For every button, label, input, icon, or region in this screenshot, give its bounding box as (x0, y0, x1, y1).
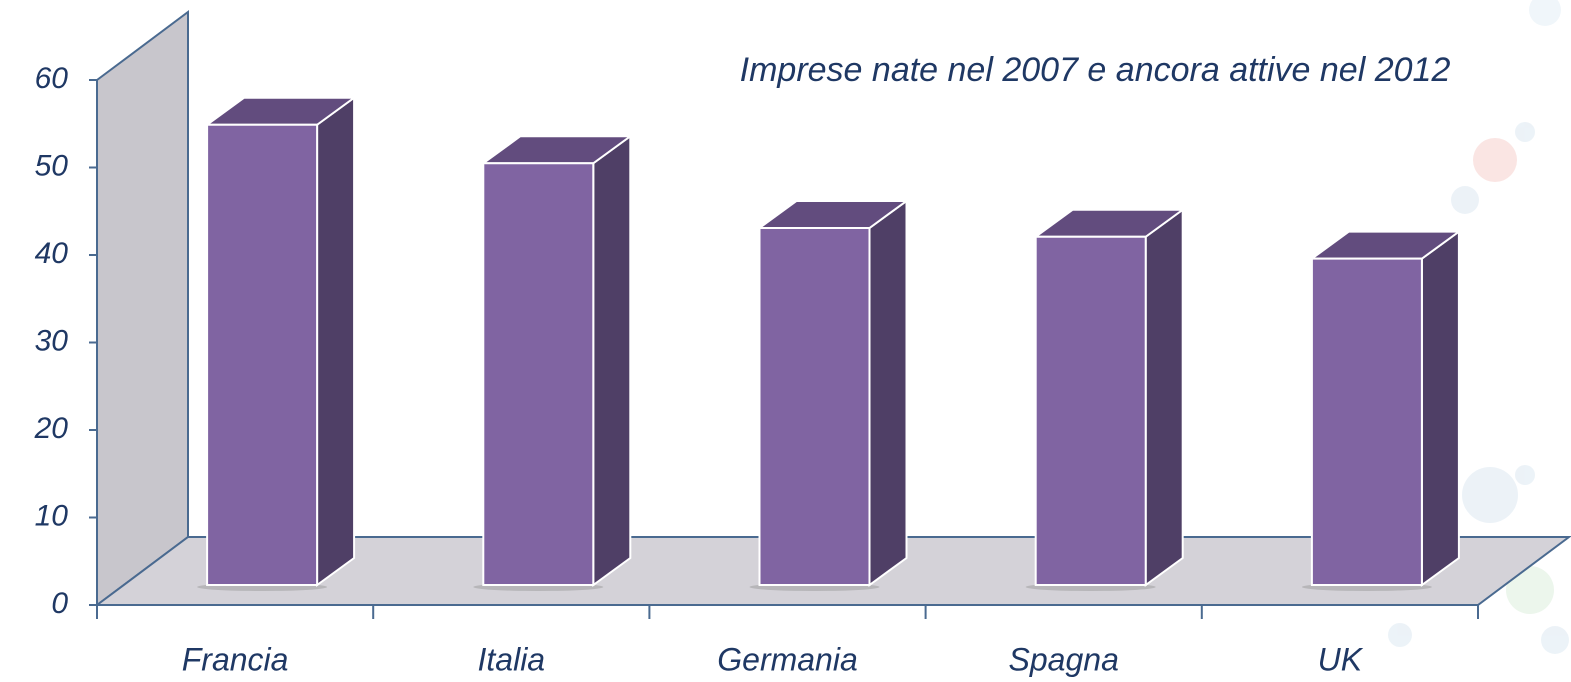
bar (482, 162, 595, 586)
back-wall (96, 10, 189, 607)
bar (1034, 235, 1147, 586)
bar (1310, 257, 1423, 586)
x-tick-label: Germania (717, 641, 858, 677)
y-tick-label: 20 (34, 412, 69, 445)
x-tick-label: Spagna (1009, 641, 1119, 677)
y-tick-label: 10 (35, 499, 69, 532)
x-tick-label: Italia (478, 641, 546, 677)
bar-side (868, 199, 908, 587)
y-tick-label: 30 (35, 324, 69, 357)
x-tick-label: UK (1318, 641, 1364, 677)
bar (758, 227, 871, 586)
bar-side (316, 95, 356, 587)
y-tick-label: 0 (51, 587, 68, 620)
chart-title: Imprese nate nel 2007 e ancora attive ne… (740, 51, 1451, 89)
bar-side (592, 134, 632, 587)
bar-side (1144, 207, 1184, 587)
x-tick-label: Francia (182, 641, 289, 677)
y-tick-label: 50 (35, 149, 69, 182)
bar-side (1420, 229, 1460, 587)
y-tick-label: 40 (35, 237, 69, 270)
bar (206, 123, 319, 586)
y-tick-label: 60 (35, 62, 69, 95)
background-decoration (1388, 0, 1569, 654)
